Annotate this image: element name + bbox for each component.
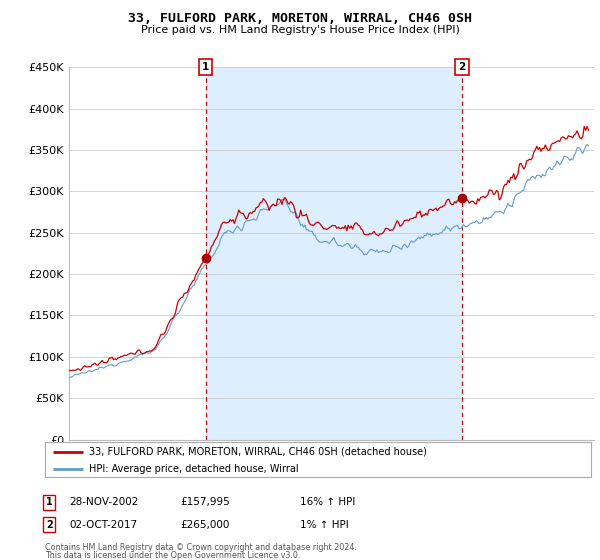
Text: 1% ↑ HPI: 1% ↑ HPI [300,520,349,530]
Bar [206,67,462,440]
Text: 02-OCT-2017: 02-OCT-2017 [69,520,137,530]
Text: HPI: Average price, detached house, Wirral: HPI: Average price, detached house, Wirr… [89,464,298,474]
Text: £265,000: £265,000 [180,520,229,530]
Text: 2: 2 [46,520,53,530]
Text: Price paid vs. HM Land Registry's House Price Index (HPI): Price paid vs. HM Land Registry's House … [140,25,460,35]
Text: 1: 1 [202,62,209,72]
Text: £157,995: £157,995 [180,497,230,507]
Text: 28-NOV-2002: 28-NOV-2002 [69,497,139,507]
Text: 33, FULFORD PARK, MORETON, WIRRAL, CH46 0SH: 33, FULFORD PARK, MORETON, WIRRAL, CH46 … [128,12,472,25]
Text: 2: 2 [458,62,466,72]
Text: This data is licensed under the Open Government Licence v3.0.: This data is licensed under the Open Gov… [45,551,301,560]
Text: 16% ↑ HPI: 16% ↑ HPI [300,497,355,507]
Text: Contains HM Land Registry data © Crown copyright and database right 2024.: Contains HM Land Registry data © Crown c… [45,543,357,552]
Text: 33, FULFORD PARK, MORETON, WIRRAL, CH46 0SH (detached house): 33, FULFORD PARK, MORETON, WIRRAL, CH46 … [89,447,427,457]
Text: 1: 1 [46,497,53,507]
